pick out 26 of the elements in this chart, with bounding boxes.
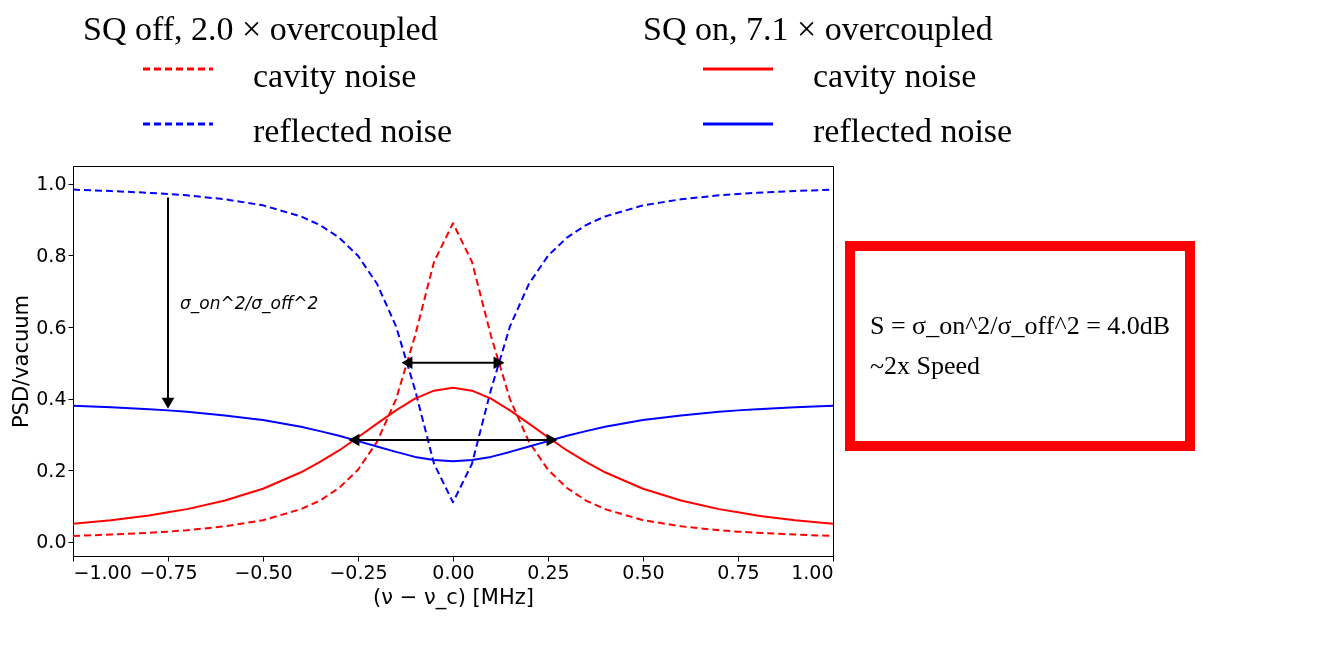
- text: SQ off, 2.0 × overcoupled: [83, 10, 438, 47]
- text: SQ on, 7.1 × overcoupled: [643, 10, 993, 47]
- legend-label: cavity noise: [253, 57, 417, 94]
- legend-label: reflected noise: [253, 112, 453, 149]
- x-tick-label: 0.25: [527, 560, 570, 583]
- y-tick-label: 1.0: [36, 172, 67, 195]
- x-axis-title: (ν − ν_c) [MHz]: [373, 584, 534, 610]
- legend-label: reflected noise: [813, 112, 1013, 149]
- x-tick-label: 0.75: [717, 560, 760, 583]
- x-tick-label: 0.50: [622, 560, 665, 583]
- x-tick-label: −1.00: [73, 560, 132, 583]
- x-tick-label: −0.25: [329, 560, 388, 583]
- y-tick-label: 0.8: [36, 243, 67, 266]
- x-tick-label: 0.00: [432, 560, 475, 583]
- y-tick-label: 0.2: [36, 458, 67, 481]
- y-tick-label: 0.6: [36, 315, 67, 338]
- y-tick-label: 0.0: [36, 530, 67, 553]
- x-tick-label: −0.75: [139, 560, 198, 583]
- annotation: σ_on^2/σ_off^2: [180, 292, 319, 314]
- y-tick-label: 0.4: [36, 387, 67, 410]
- text: S = σ_on^2/σ_off^2 = 4.0dB: [870, 311, 1171, 340]
- x-tick-label: 1.00: [791, 560, 834, 583]
- text: ~2x Speed: [870, 351, 981, 380]
- legend-label: cavity noise: [813, 57, 977, 94]
- x-tick-label: −0.50: [234, 560, 293, 583]
- y-axis-title: PSD/vacuum: [9, 294, 34, 429]
